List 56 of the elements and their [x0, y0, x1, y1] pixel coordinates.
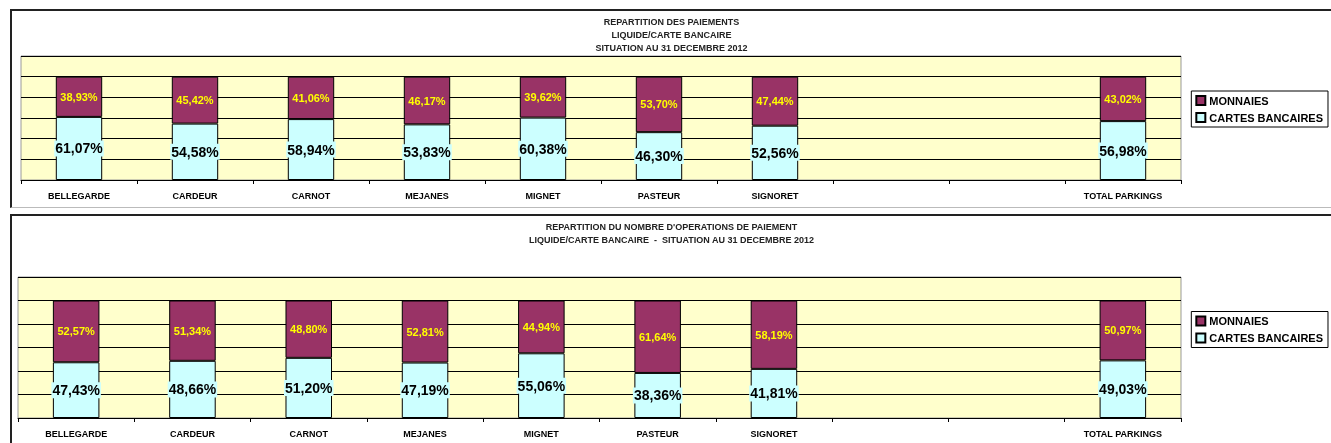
data-label: 47,43% — [52, 382, 101, 399]
x-tick-label: MEJANES — [405, 190, 449, 201]
data-label: 58,19% — [755, 328, 793, 341]
x-tick-label: TOTAL PARKINGS — [1083, 190, 1163, 201]
x-tick-label: PASTEUR — [636, 428, 680, 439]
legend-label: MONNAIES — [1209, 315, 1269, 327]
data-label: 39,62% — [524, 91, 562, 104]
x-tick-label: BELLEGARDE — [47, 190, 111, 201]
data-label: 41,81% — [750, 385, 799, 402]
data-label: 45,42% — [176, 94, 214, 107]
x-tick-label: SIGNORET — [751, 190, 799, 201]
data-label: 46,17% — [408, 94, 446, 107]
data-label: 51,20% — [285, 379, 334, 396]
data-label: 56,98% — [1099, 142, 1148, 159]
x-tick-label: MIGNET — [523, 428, 560, 439]
data-label: 53,70% — [640, 98, 678, 111]
data-label: 47,44% — [756, 95, 794, 108]
data-label: 38,36% — [633, 387, 682, 404]
data-label: 48,66% — [168, 381, 217, 398]
x-tick-label: CARDEUR — [169, 428, 216, 439]
x-tick-label: TOTAL PARKINGS — [1083, 428, 1163, 439]
data-label: 54,58% — [171, 143, 220, 160]
chart-title: REPARTITION DU NOMBRE D'OPERATIONS DE PAIEMENT — [545, 221, 798, 232]
data-label: 50,97% — [1104, 324, 1142, 337]
legend-label: MONNAIES — [1209, 94, 1269, 107]
x-tick-label: CARNOT — [289, 428, 329, 439]
data-label: 47,19% — [401, 382, 450, 399]
data-label: 52,56% — [751, 144, 800, 161]
data-label: 52,81% — [406, 325, 444, 338]
chart-title: REPARTITION DES PAIEMENTS — [603, 16, 740, 27]
data-label: 58,94% — [287, 141, 336, 158]
chart-subtitle: LIQUIDE/CARTE BANCAIRE SITUATION AU 31 DECEMBRE 2012 — [595, 29, 748, 53]
data-label: 53,83% — [403, 144, 452, 161]
data-label: 46,30% — [635, 148, 684, 165]
x-tick-label: CARNOT — [291, 190, 331, 201]
data-label: 49,03% — [1099, 381, 1148, 398]
data-label: 38,93% — [60, 90, 98, 103]
legend-label: CARTES BANCAIRES — [1209, 111, 1324, 124]
data-label: 51,34% — [173, 324, 212, 337]
data-label: 43,02% — [1104, 92, 1142, 105]
x-tick-label: SIGNORET — [750, 428, 798, 439]
data-label: 61,07% — [55, 140, 104, 157]
x-tick-label: MIGNET — [525, 190, 561, 201]
x-tick-label: BELLEGARDE — [45, 428, 108, 439]
x-tick-label: CARDEUR — [172, 190, 218, 201]
x-tick-label: MEJANES — [403, 428, 447, 439]
data-label: 60,38% — [519, 140, 568, 157]
data-label: 52,57% — [57, 325, 96, 338]
data-label: 55,06% — [517, 377, 566, 394]
data-label: 41,06% — [292, 91, 330, 104]
x-tick-label: PASTEUR — [637, 190, 681, 201]
chart-subtitle: LIQUIDE/CARTE BANCAIRE - SITUATION AU 31 DECEMBRE 2012 — [528, 234, 815, 245]
data-label: 44,94% — [522, 320, 561, 333]
legend-label: CARTES BANCAIRES — [1209, 332, 1324, 344]
data-label: 61,64% — [638, 330, 677, 343]
data-label: 48,80% — [290, 323, 328, 336]
